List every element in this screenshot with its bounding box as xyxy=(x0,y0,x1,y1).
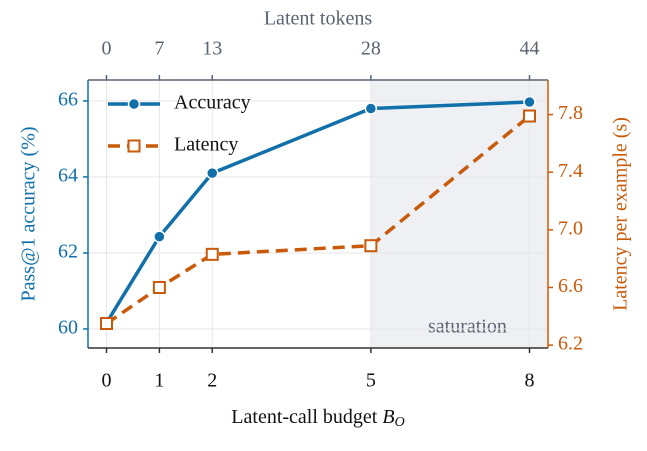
y2-tick-label: 6.6 xyxy=(558,275,583,297)
legend-marker xyxy=(127,139,141,153)
data-point xyxy=(364,239,378,253)
y2-tick-label: 7.4 xyxy=(558,160,583,182)
y-tick-label: 60 xyxy=(58,317,78,339)
x2-tick-label: 13 xyxy=(202,38,222,60)
x-tick-label: 5 xyxy=(366,370,376,392)
data-point xyxy=(364,102,378,115)
saturation-region xyxy=(370,80,548,348)
x2-axis-label: Latent tokens xyxy=(264,8,373,30)
data-point xyxy=(523,95,536,109)
legend-marker xyxy=(127,97,141,111)
y2-axis-label: Latency per example (s) xyxy=(610,117,632,311)
x2-tick-label: 44 xyxy=(519,38,539,60)
legend-label: Latency xyxy=(174,134,238,156)
y-tick-label: 62 xyxy=(58,241,78,263)
x2-tick-label: 28 xyxy=(361,38,381,60)
x-label-text: Latent-call budget xyxy=(231,406,382,428)
annotation: saturation xyxy=(428,316,507,338)
y2-tick-label: 6.2 xyxy=(558,333,583,355)
x-label-sub: O xyxy=(395,415,405,430)
x-tick-label: 1 xyxy=(154,370,164,392)
series-line xyxy=(105,114,531,325)
data-point xyxy=(153,230,166,243)
data-point xyxy=(206,166,219,180)
y2-tick-label: 7.0 xyxy=(558,217,583,239)
x2-tick-label: 7 xyxy=(154,38,164,60)
x-tick-label: 2 xyxy=(207,370,217,392)
data-point xyxy=(152,280,166,294)
x-axis-label: Latent-call budget BO xyxy=(231,406,404,431)
y-tick-label: 66 xyxy=(58,89,78,111)
x-label-var: B xyxy=(382,406,394,428)
x2-tick-label: 0 xyxy=(102,38,112,60)
legend-label: Accuracy xyxy=(174,92,251,114)
y-tick-label: 64 xyxy=(58,165,78,187)
x-tick-label: 0 xyxy=(102,370,112,392)
y2-tick-label: 7.8 xyxy=(558,102,583,124)
x-tick-label: 8 xyxy=(524,370,534,392)
data-point xyxy=(522,109,536,123)
data-point xyxy=(100,317,114,331)
y-axis-label: Pass@1 accuracy (%) xyxy=(18,126,40,301)
data-point xyxy=(205,247,219,261)
